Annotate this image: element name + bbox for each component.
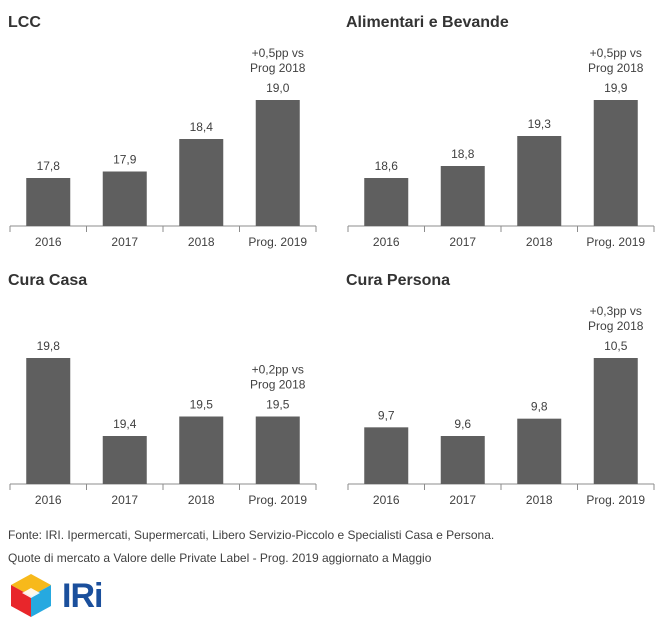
- x-tick-label: 2016: [373, 493, 400, 507]
- chart-panel-lcc: LCC 17,8 2016 17,9 2017 18,4 2018 19,0 Prog. 20…: [8, 14, 328, 264]
- data-label: 10,5: [604, 339, 628, 353]
- data-label: 19,9: [604, 81, 628, 95]
- x-tick-label: Prog. 2019: [586, 493, 645, 507]
- x-tick-label: 2017: [449, 493, 476, 507]
- bar: [179, 416, 224, 484]
- bar-chart-svg: 17,8 2016 17,9 2017 18,4 2018 19,0 Prog. 2019 +0…: [9, 46, 317, 249]
- bar: [26, 178, 71, 226]
- source-note: Fonte: IRI. Ipermercati, Supermercati, L…: [8, 528, 495, 542]
- data-label: 19,3: [528, 117, 552, 131]
- data-label: 17,9: [113, 153, 137, 167]
- data-label: 19,4: [113, 417, 137, 431]
- chart-panel-cura-persona: Cura Persona 9,7 2016 9,6 2017 9,8 2018 10,5 Pr…: [346, 272, 666, 522]
- chart-title: Cura Casa: [8, 272, 88, 289]
- data-label: 9,6: [454, 417, 471, 431]
- bar: [26, 358, 71, 484]
- annotation-text: Prog 2018: [250, 61, 306, 75]
- annotation-text: +0,5pp vs: [590, 46, 642, 60]
- bar: [593, 358, 638, 484]
- bar: [364, 178, 409, 226]
- bar-chart-svg: 9,7 2016 9,6 2017 9,8 2018 10,5 Prog. 2019 +0,3p…: [347, 304, 655, 507]
- bar: [102, 436, 147, 484]
- chart-title: Alimentari e Bevande: [346, 14, 509, 31]
- data-label: 9,8: [531, 400, 548, 414]
- annotation-text: Prog 2018: [588, 61, 644, 75]
- bar: [440, 436, 485, 484]
- bar: [517, 136, 562, 226]
- data-label: 18,8: [451, 147, 475, 161]
- chart-title: Cura Persona: [346, 272, 451, 289]
- x-tick-label: 2017: [111, 493, 138, 507]
- chart-panel-alimentari-bevande: Alimentari e Bevande 18,6 2016 18,8 2017 19,…: [346, 14, 666, 264]
- bar: [364, 427, 409, 484]
- data-label: 17,8: [37, 159, 61, 173]
- bar: [179, 139, 224, 226]
- x-tick-label: 2017: [111, 235, 138, 249]
- data-label: 9,7: [378, 408, 395, 422]
- bar: [593, 100, 638, 226]
- iri-logo: IRi: [8, 572, 128, 622]
- iri-cube-icon: [11, 574, 51, 617]
- annotation-text: +0,5pp vs: [252, 46, 304, 60]
- x-tick-label: 2017: [449, 235, 476, 249]
- x-tick-label: Prog. 2019: [248, 493, 307, 507]
- annotation-text: +0,2pp vs: [252, 363, 304, 377]
- data-label: 19,5: [266, 398, 290, 412]
- x-tick-label: Prog. 2019: [248, 235, 307, 249]
- bar: [255, 100, 300, 226]
- data-note: Quote di mercato a Valore delle Private …: [8, 551, 432, 565]
- data-label: 19,0: [266, 81, 290, 95]
- x-tick-label: 2018: [188, 235, 215, 249]
- data-label: 19,8: [37, 339, 61, 353]
- data-label: 18,6: [375, 159, 399, 173]
- bar: [440, 166, 485, 226]
- bar: [102, 171, 147, 226]
- logo-wordmark: IRi: [62, 577, 103, 615]
- x-tick-label: 2018: [188, 493, 215, 507]
- annotation-text: Prog 2018: [588, 319, 644, 333]
- data-label: 19,5: [190, 398, 214, 412]
- annotation-text: +0,3pp vs: [590, 304, 642, 318]
- x-tick-label: 2018: [526, 493, 553, 507]
- bar: [255, 416, 300, 484]
- chart-panel-cura-casa: Cura Casa 19,8 2016 19,4 2017 19,5 2018 19,5 Pr…: [8, 272, 328, 522]
- annotation-text: Prog 2018: [250, 378, 306, 392]
- bar-chart-svg: 18,6 2016 18,8 2017 19,3 2018 19,9 Prog. 2019 +0…: [347, 46, 655, 249]
- data-label: 18,4: [190, 120, 214, 134]
- x-tick-label: 2018: [526, 235, 553, 249]
- x-tick-label: 2016: [35, 493, 62, 507]
- bar: [517, 418, 562, 484]
- x-tick-label: Prog. 2019: [586, 235, 645, 249]
- chart-title: LCC: [8, 14, 41, 31]
- x-tick-label: 2016: [373, 235, 400, 249]
- bar-chart-svg: 19,8 2016 19,4 2017 19,5 2018 19,5 Prog. 2019 +0…: [9, 339, 317, 507]
- x-tick-label: 2016: [35, 235, 62, 249]
